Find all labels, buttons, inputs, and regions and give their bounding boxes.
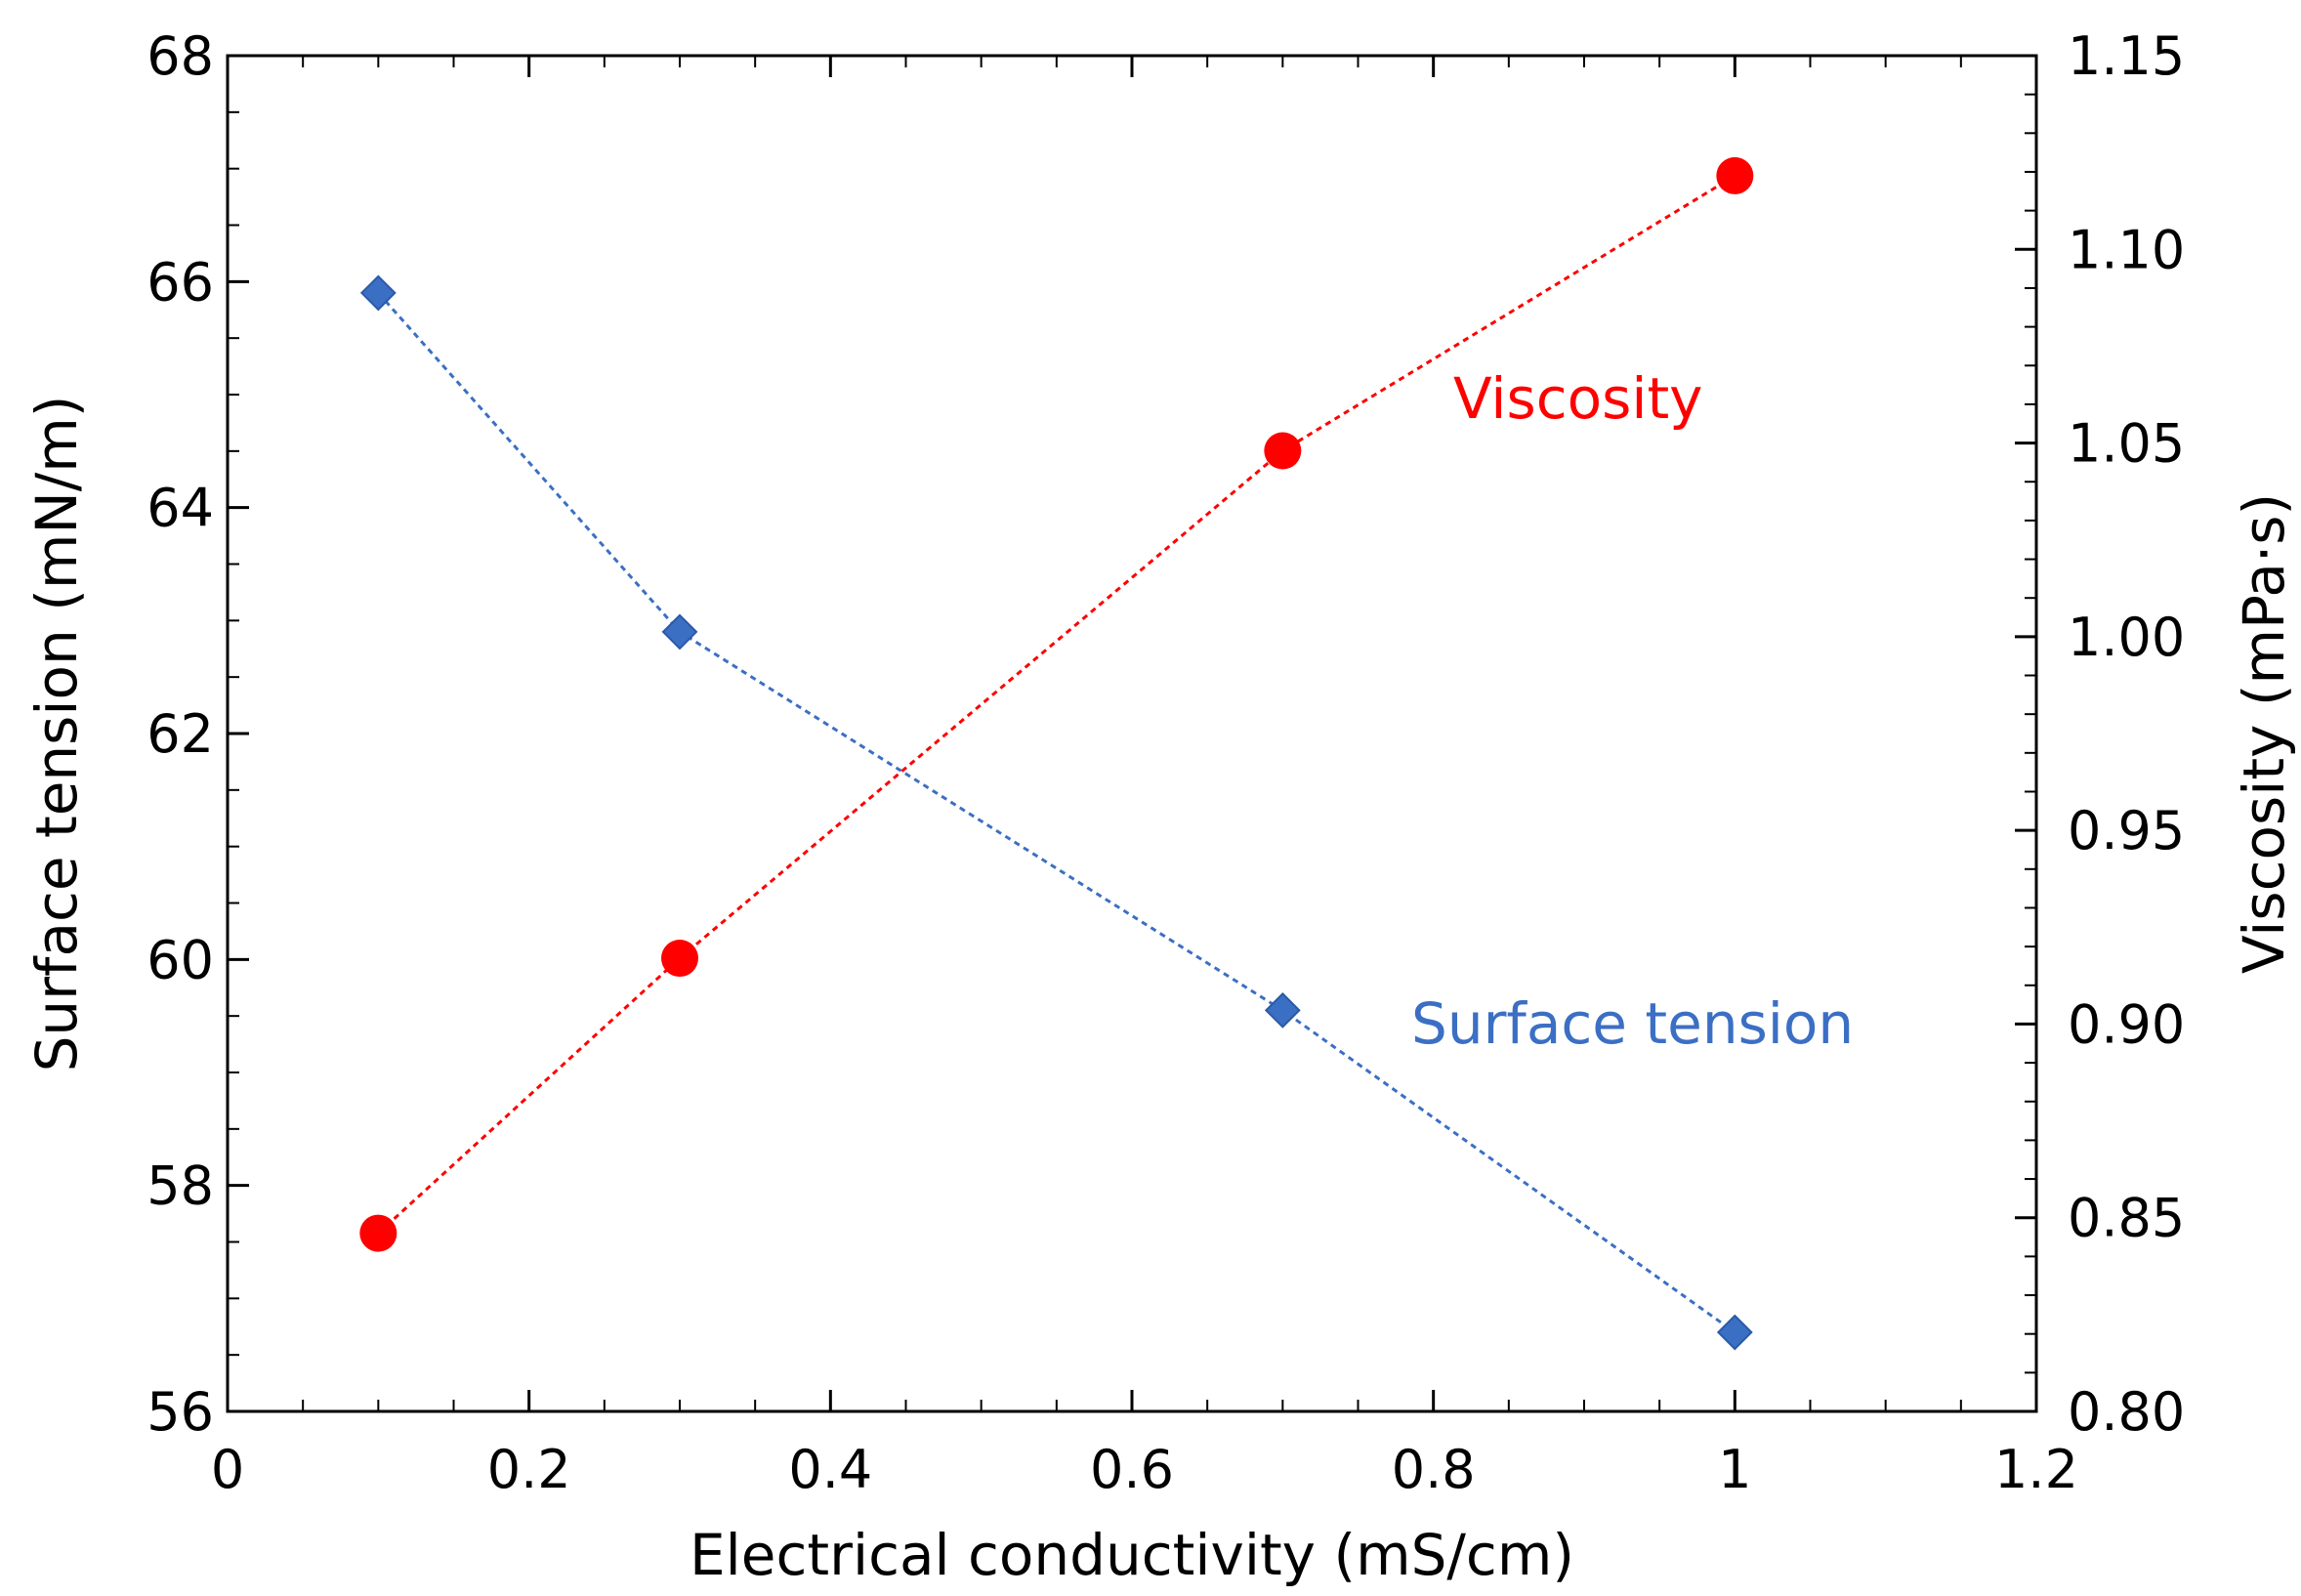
x-tick-label: 0.6 bbox=[1090, 1439, 1174, 1500]
x-tick-label: 0.8 bbox=[1392, 1439, 1476, 1500]
point-surface-tension bbox=[1716, 1314, 1753, 1351]
series-lines bbox=[377, 174, 1736, 1334]
x-axis-title: Electrical conductivity (mS/cm) bbox=[690, 1522, 1574, 1588]
y-right-tick-label: 0.95 bbox=[2068, 800, 2185, 861]
series-markers bbox=[359, 156, 1754, 1351]
y-left-tick-label: 62 bbox=[146, 703, 214, 765]
y-right-tick-label: 1.10 bbox=[2068, 219, 2185, 280]
y-left-axis-title: Surface tension (mN/m) bbox=[23, 396, 90, 1072]
series-line-surface-tension bbox=[377, 291, 1736, 1334]
x-tick-label: 1 bbox=[1718, 1439, 1751, 1500]
series-line-viscosity bbox=[377, 174, 1736, 1235]
point-surface-tension bbox=[359, 274, 397, 312]
y-right-axis-title: Viscosity (mPa·s) bbox=[2231, 493, 2297, 974]
point-viscosity bbox=[359, 1214, 397, 1252]
x-tick-label: 1.2 bbox=[1994, 1439, 2078, 1500]
x-tick-label: 0 bbox=[211, 1439, 244, 1500]
x-tick-label: 0.4 bbox=[788, 1439, 872, 1500]
y-right-tick-label: 0.80 bbox=[2068, 1381, 2185, 1443]
plot-frame bbox=[226, 54, 2038, 1413]
point-viscosity bbox=[1264, 432, 1302, 470]
y-right-tick-label: 1.05 bbox=[2068, 413, 2185, 475]
axis-tick-labels: 0 0.2 0.4 0.6 0.8 1 1.2 56 58 60 62 64 66 68 0.80 0.85 0… bbox=[146, 25, 2185, 1500]
axis-ticks bbox=[226, 54, 2038, 1413]
y-right-tick-label: 0.85 bbox=[2068, 1188, 2185, 1249]
series-label-surface-tension: Surface tension bbox=[1411, 990, 1854, 1057]
series-label-viscosity: Viscosity bbox=[1453, 365, 1703, 432]
point-surface-tension bbox=[661, 613, 698, 651]
x-tick-label: 0.2 bbox=[487, 1439, 571, 1500]
y-left-tick-label: 56 bbox=[146, 1381, 214, 1443]
y-left-tick-label: 64 bbox=[146, 478, 214, 539]
point-viscosity bbox=[1716, 156, 1754, 194]
point-viscosity bbox=[661, 940, 698, 978]
y-right-tick-label: 1.00 bbox=[2068, 607, 2185, 668]
y-left-tick-label: 58 bbox=[146, 1155, 214, 1217]
y-left-tick-label: 60 bbox=[146, 929, 214, 990]
y-right-tick-label: 1.15 bbox=[2068, 25, 2185, 87]
point-surface-tension bbox=[1264, 991, 1301, 1029]
y-left-tick-label: 66 bbox=[146, 251, 214, 313]
y-right-tick-label: 0.90 bbox=[2068, 993, 2185, 1055]
y-left-tick-label: 68 bbox=[146, 25, 214, 87]
